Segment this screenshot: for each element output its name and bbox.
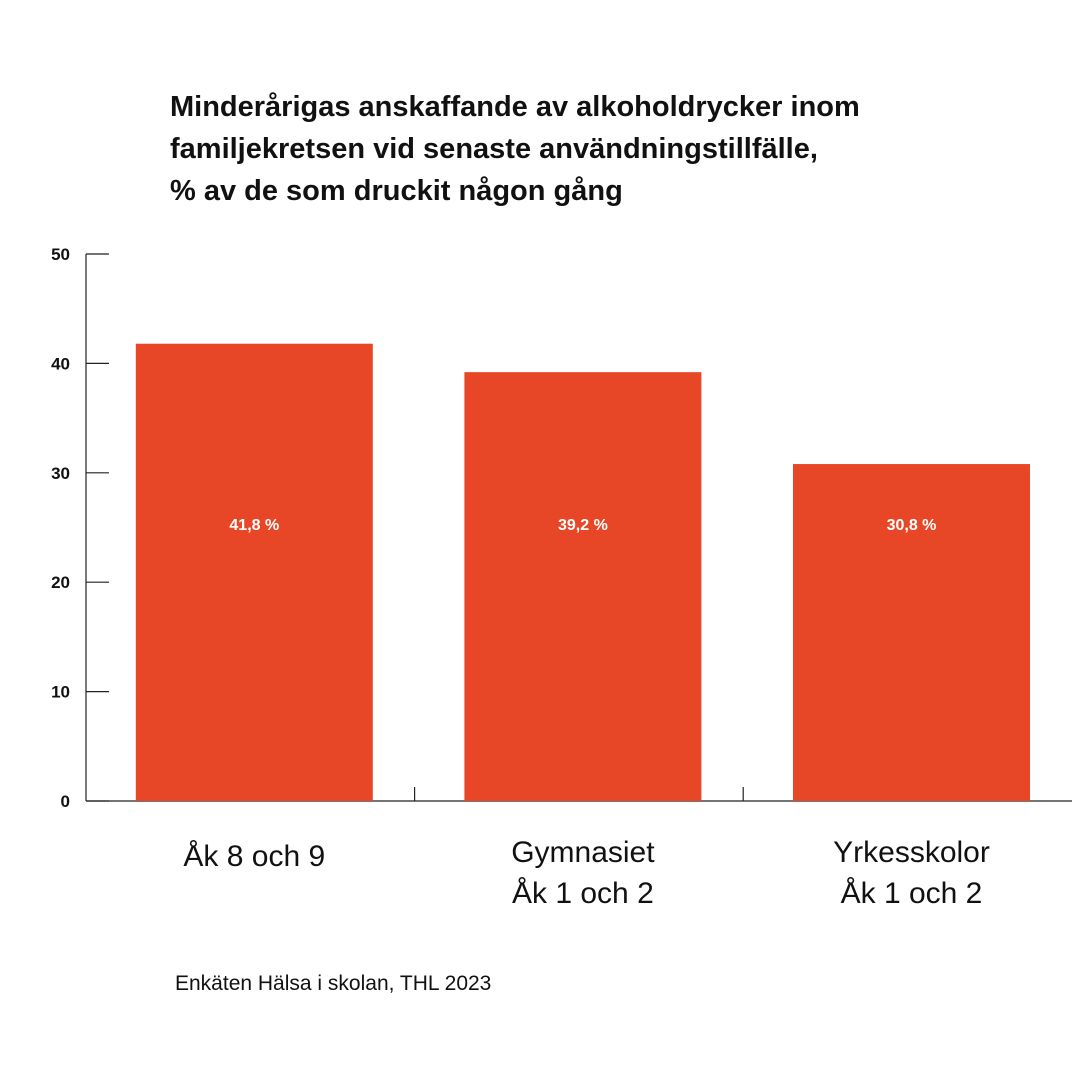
x-category-label: Yrkesskolor Åk 1 och 2 — [762, 832, 1062, 914]
chart-title-line: familjekretsen vid senaste användningsti… — [170, 133, 818, 165]
chart-title-line: Minderårigas anskaffande av alkoholdryck… — [170, 91, 860, 123]
y-tick-label: 50 — [51, 245, 70, 264]
chart-title-line: % av de som druckit någon gång — [170, 175, 623, 207]
x-category-label-line: Åk 1 och 2 — [512, 877, 654, 910]
y-tick-label: 10 — [51, 683, 70, 702]
bar-value-label: 30,8 % — [887, 517, 937, 534]
y-tick-label: 0 — [61, 792, 70, 811]
y-tick-label: 20 — [51, 573, 70, 592]
bar-value-label: 39,2 % — [558, 517, 608, 534]
bar-value-label: 41,8 % — [229, 517, 279, 534]
chart-title: Minderårigas anskaffande av alkoholdryck… — [170, 86, 1050, 212]
x-category-label-line: Gymnasiet — [511, 836, 655, 869]
y-tick-label: 30 — [51, 464, 70, 483]
x-category-label-line: Åk 1 och 2 — [840, 877, 983, 910]
x-category-label: Gymnasiet Åk 1 och 2 — [433, 832, 733, 914]
bar-series: 41,8 % 39,2 % 30,8 % — [135, 343, 1030, 801]
x-category-label-line: Yrkesskolor — [833, 836, 990, 869]
y-tick-label: 40 — [51, 354, 70, 373]
x-category-label-line: Åk 8 och 9 — [183, 840, 326, 873]
source-note: Enkäten Hälsa i skolan, THL 2023 — [175, 972, 492, 995]
bar — [464, 372, 702, 801]
bar — [135, 343, 373, 801]
x-category-label: Åk 8 och 9 — [104, 836, 404, 877]
bar — [793, 464, 1030, 801]
